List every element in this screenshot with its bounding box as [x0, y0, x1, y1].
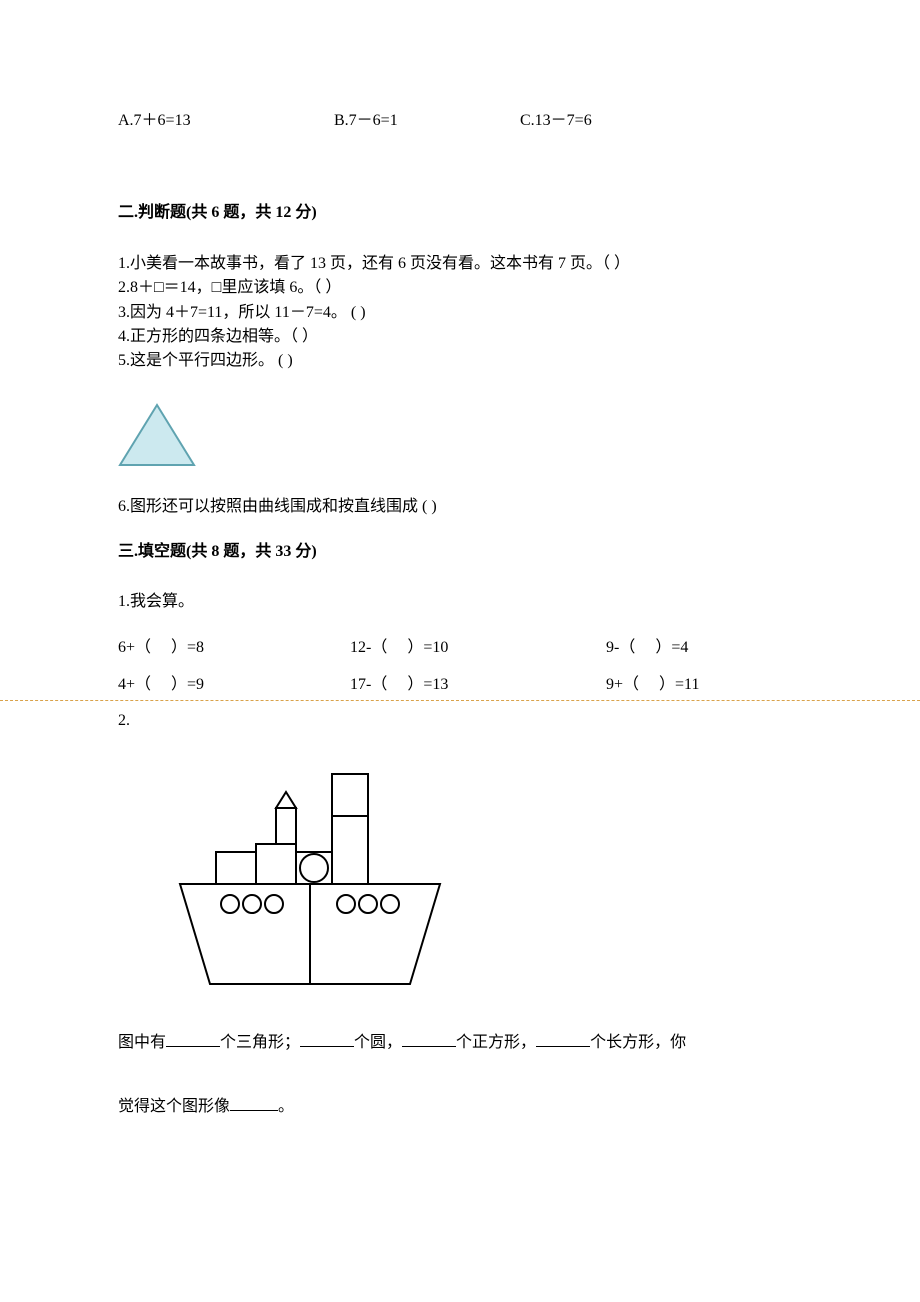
eq-1a: 6+（ ）=8: [118, 637, 350, 659]
choice-row: A.7＋6=13 B.7－6=1 C.13－7=6: [118, 110, 802, 132]
fill-sentence-1: 图中有 个三角形； 个圆， 个正方形， 个长方形，你: [118, 1032, 802, 1054]
page: A.7＋6=13 B.7－6=1 C.13－7=6 二.判断题(共 6 题，共 …: [0, 0, 920, 1302]
blank-5[interactable]: [230, 1096, 278, 1111]
text-p1: 图中有: [118, 1034, 166, 1051]
blank-4[interactable]: [536, 1032, 590, 1047]
judge-q1: 1.小美看一本故事书，看了 13 页，还有 6 页没有看。这本书有 7 页。（ …: [118, 253, 802, 275]
text-p7: 。: [278, 1098, 294, 1115]
eq-1c: 9-（ ）=4: [606, 637, 688, 659]
judge-q6: 6.图形还可以按照由曲线围成和按直线围成 ( ): [118, 496, 802, 518]
dotted-divider: [0, 700, 920, 701]
choice-c: C.13－7=6: [520, 110, 592, 132]
section-2-header: 二.判断题(共 6 题，共 12 分): [118, 202, 802, 224]
judge-q3: 3.因为 4＋7=11，所以 11－7=4。 ( ): [118, 302, 802, 324]
triangle-icon: [118, 403, 196, 467]
choice-a: A.7＋6=13: [118, 110, 334, 132]
judge-q2: 2.8＋□＝14，□里应该填 6。（ ）: [118, 277, 802, 299]
eq-2b: 17-（ ）=13: [350, 674, 606, 696]
section-3-header: 三.填空题(共 8 题，共 33 分): [118, 541, 802, 563]
eq-2c: 9+（ ）=11: [606, 674, 699, 696]
eq-row-2: 4+（ ）=9 17-（ ）=13 9+（ ）=11: [118, 674, 802, 696]
judge-q4: 4.正方形的四条边相等。（ ）: [118, 326, 802, 348]
eq-1b: 12-（ ）=10: [350, 637, 606, 659]
eq-row-1: 6+（ ）=8 12-（ ）=10 9-（ ）=4: [118, 637, 802, 659]
text-p5: 个长方形，你: [590, 1034, 686, 1051]
text-p6: 觉得这个图形像: [118, 1098, 230, 1115]
boat-figure: [160, 752, 802, 995]
blank-3[interactable]: [402, 1032, 456, 1047]
triangle-figure: [118, 403, 802, 474]
choice-b: B.7－6=1: [334, 110, 520, 132]
fill-equations: 6+（ ）=8 12-（ ）=10 9-（ ）=4 4+（ ）=9 17-（ ）…: [118, 637, 802, 696]
fill-q2-label: 2.: [118, 710, 802, 732]
blank-2[interactable]: [300, 1032, 354, 1047]
text-p2: 个三角形；: [220, 1034, 300, 1051]
fill-q1-label: 1.我会算。: [118, 591, 802, 613]
text-p3: 个圆，: [354, 1034, 402, 1051]
blank-1[interactable]: [166, 1032, 220, 1047]
judge-q5: 5.这是个平行四边形。 ( ): [118, 350, 802, 372]
text-p4: 个正方形，: [456, 1034, 536, 1051]
eq-2a: 4+（ ）=9: [118, 674, 350, 696]
fill-sentence-2: 觉得这个图形像 。: [118, 1096, 802, 1118]
boat-icon: [160, 752, 460, 988]
